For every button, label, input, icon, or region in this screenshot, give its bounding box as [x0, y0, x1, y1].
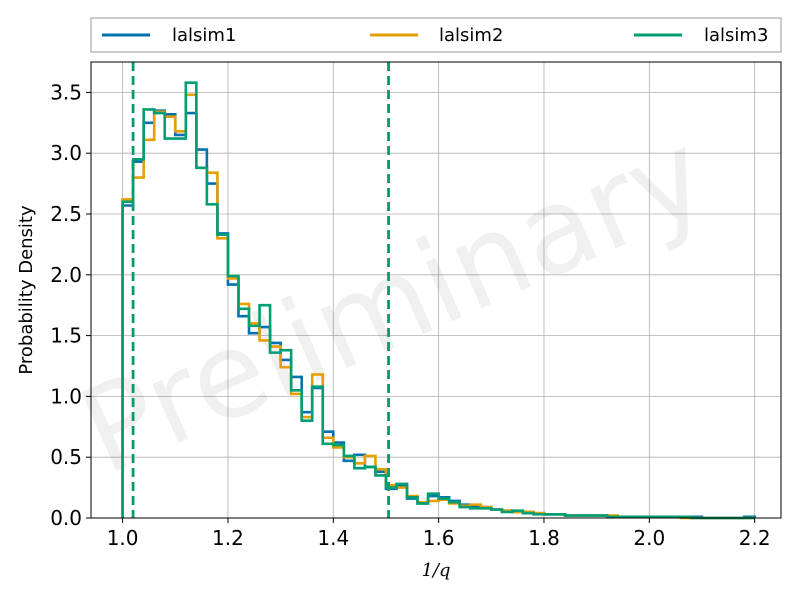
credible-interval-lines [131, 62, 390, 518]
legend-label-lalsim2: lalsim2 [439, 25, 503, 46]
x-tick-label: 1.0 [107, 526, 139, 550]
histogram-lalsim3 [121, 81, 755, 520]
axis-ticks: 1.0 1.2 1.4 1.6 1.8 2.0 2.2 0.0 0.5 1.0 1.5 2.0 2.5 3… [50, 80, 770, 550]
plot-frame [90, 61, 782, 519]
y-tick-label: 1.5 [50, 324, 82, 348]
y-tick-label: 2.0 [50, 263, 82, 287]
y-tick-label: 1.0 [50, 384, 82, 408]
y-axis-label: Probability Density [16, 205, 37, 375]
x-axis-label: 1/q [421, 560, 450, 581]
legend-label-lalsim1: lalsim1 [172, 25, 236, 46]
legend-label-lalsim3: lalsim3 [704, 25, 768, 46]
x-tick-label: 1.2 [212, 526, 244, 550]
x-tick-label: 2.2 [739, 526, 771, 550]
x-tick-label: 1.8 [528, 526, 560, 550]
y-tick-label: 2.5 [50, 202, 82, 226]
y-tick-label: 3.5 [50, 80, 82, 104]
y-tick-label: 0.0 [50, 506, 82, 530]
y-tick-label: 0.5 [50, 445, 82, 469]
y-tick-label: 3.0 [50, 141, 82, 165]
legend: lalsim1 lalsim2 lalsim3 [90, 17, 782, 53]
x-tick-label: 2.0 [633, 526, 665, 550]
histogram-series [121, 81, 756, 520]
x-tick-label: 1.6 [423, 526, 455, 550]
x-tick-label: 1.4 [317, 526, 349, 550]
